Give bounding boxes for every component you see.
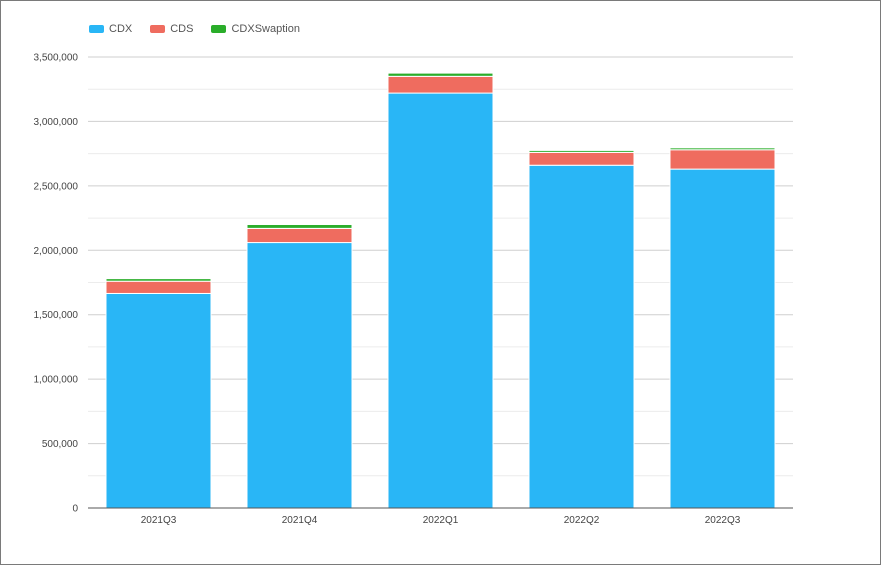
bar-segment-cdxswaption-2021q4[interactable] [246, 224, 353, 229]
y-tick-label: 500,000 [42, 439, 79, 450]
bar-segment-cdx-2022q3[interactable] [669, 168, 776, 509]
legend-label-cdxswaption: CDXSwaption [231, 23, 300, 35]
bar-segment-cdxswaption-2021q3[interactable] [105, 278, 212, 282]
bar-segment-cdx-2022q1[interactable] [387, 92, 494, 509]
bar-segment-cds-2022q2[interactable] [528, 151, 635, 166]
y-axis: 0 500,000 1,000,000 1,500,000 2,000,000 2,500… [34, 53, 79, 515]
x-tick-label: 2021Q4 [282, 515, 318, 526]
legend-item-cdx[interactable]: CDX [89, 23, 132, 35]
bars [105, 72, 776, 509]
y-tick-label: 2,500,000 [34, 181, 79, 192]
chart-legend: CDX CDS CDXSwaption [89, 23, 300, 35]
y-tick-label: 1,500,000 [34, 310, 79, 321]
legend-label-cds: CDS [170, 23, 194, 35]
bar-segment-cds-2022q3[interactable] [669, 149, 776, 170]
x-tick-label: 2022Q1 [423, 515, 459, 526]
legend-swatch-cds [150, 25, 166, 33]
legend-swatch-cdxswaption [211, 25, 227, 33]
y-tick-label: 2,000,000 [34, 246, 79, 257]
bar-segment-cds-2021q3[interactable] [105, 280, 212, 294]
legend-item-cdxswaption[interactable]: CDXSwaption [211, 23, 300, 35]
bar-segment-cdxswaption-2022q1[interactable] [387, 72, 494, 77]
x-tick-label: 2022Q3 [705, 515, 741, 526]
x-axis: 2021Q3 2021Q4 2022Q1 2022Q2 2022Q3 [88, 507, 793, 526]
y-tick-label: 0 [72, 504, 78, 515]
bar-segment-cdxswaption-2022q3[interactable] [669, 147, 776, 151]
y-tick-label: 1,000,000 [34, 375, 79, 386]
legend-swatch-cdx [89, 25, 104, 33]
bar-segment-cds-2022q1[interactable] [387, 75, 494, 94]
x-tick-label: 2021Q3 [141, 515, 177, 526]
bar-segment-cdx-2021q4[interactable] [246, 242, 353, 509]
legend-item-cds[interactable]: CDS [150, 23, 193, 35]
bar-segment-cdx-2021q3[interactable] [105, 292, 212, 509]
legend-label-cdx: CDX [109, 23, 133, 35]
x-tick-label: 2022Q2 [564, 515, 600, 526]
bar-segment-cdx-2022q2[interactable] [528, 164, 635, 509]
y-tick-label: 3,000,000 [34, 117, 79, 128]
y-tick-label: 3,500,000 [34, 53, 79, 64]
bar-segment-cdxswaption-2022q2[interactable] [528, 149, 635, 153]
bar-segment-cds-2021q4[interactable] [246, 227, 353, 244]
